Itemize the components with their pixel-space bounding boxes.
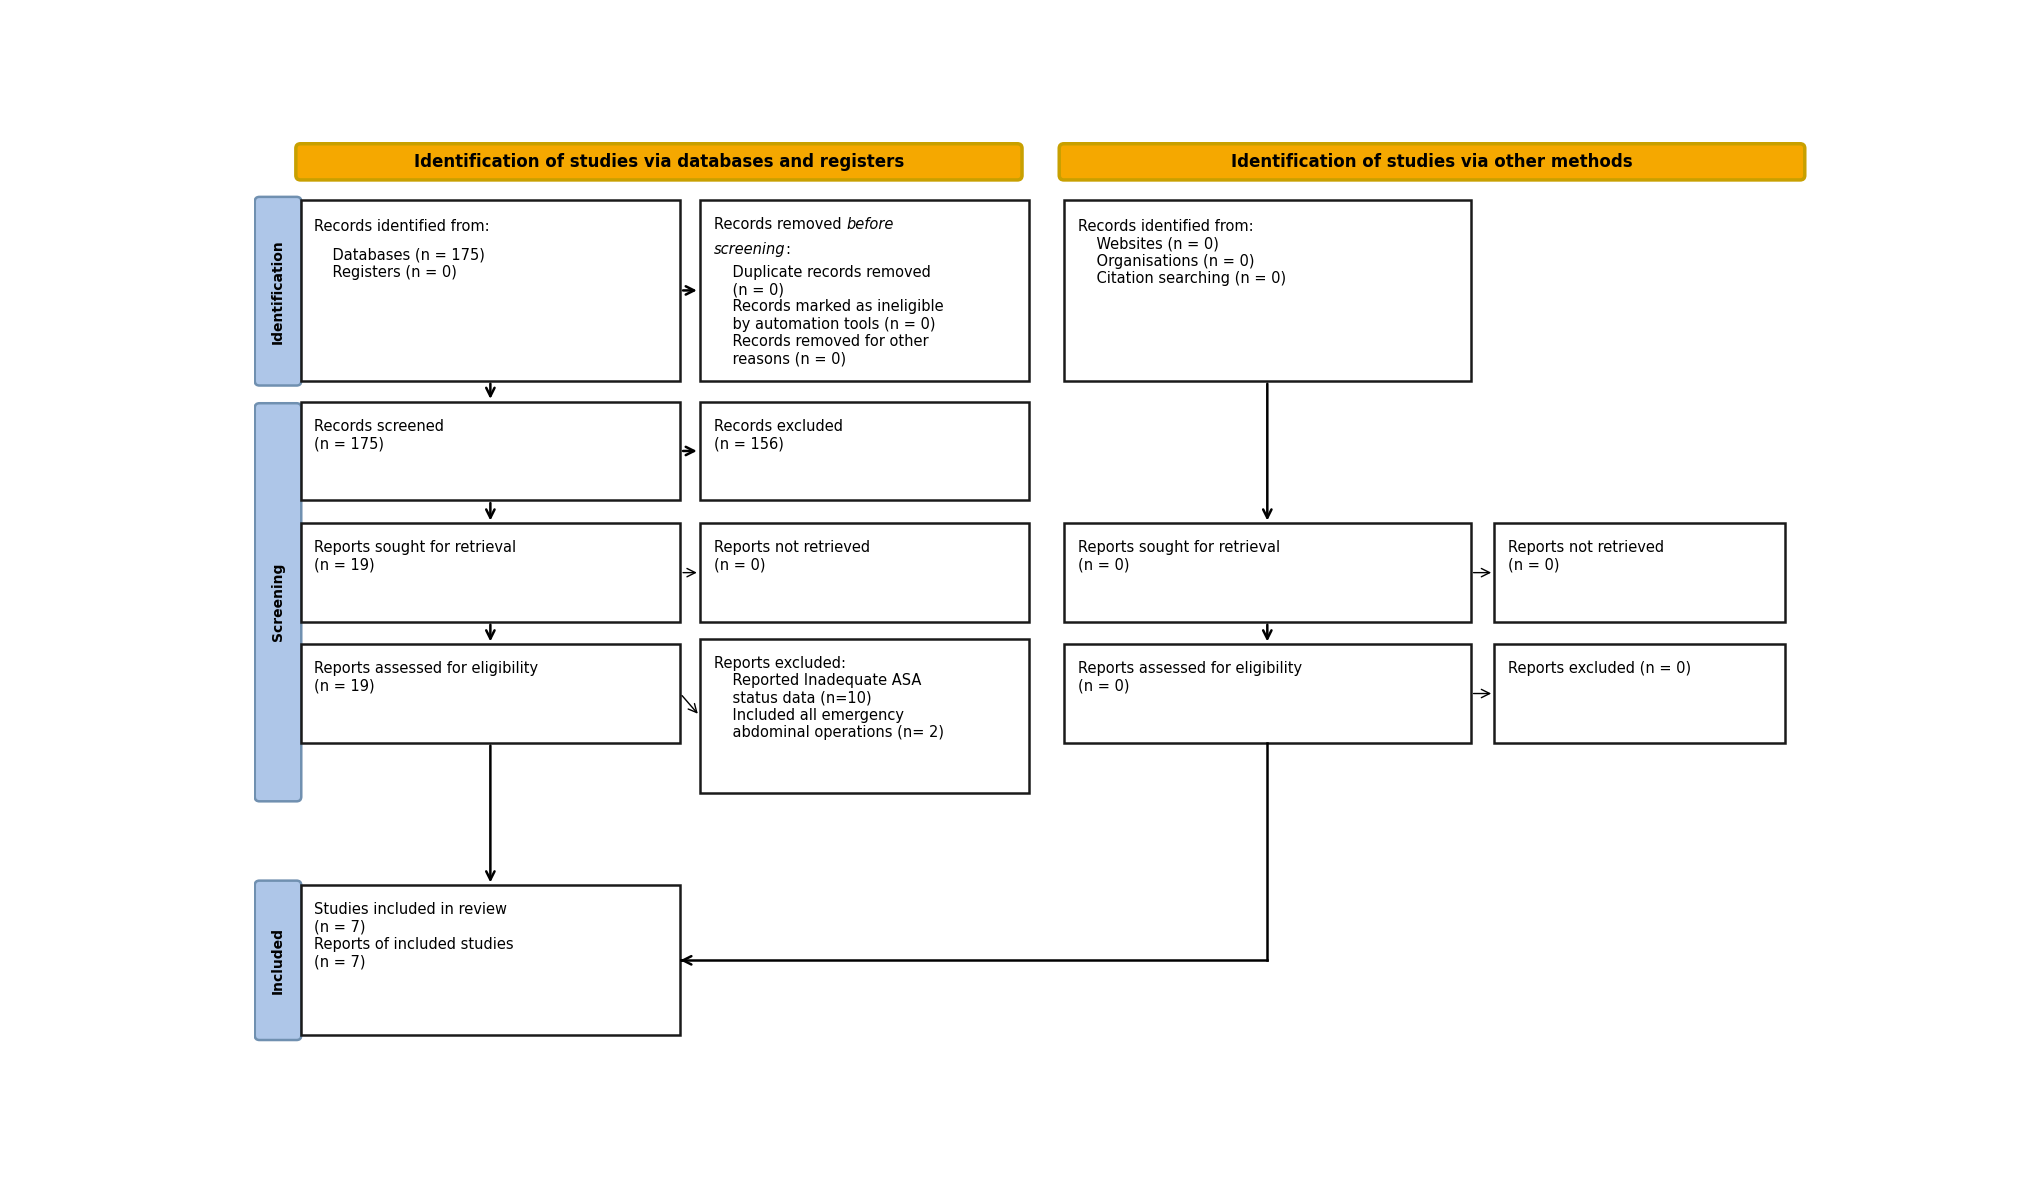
Text: before: before — [847, 217, 894, 232]
FancyBboxPatch shape — [1065, 524, 1471, 622]
Text: Included: Included — [270, 927, 284, 994]
Text: Reports not retrieved
(n = 0): Reports not retrieved (n = 0) — [713, 540, 870, 572]
FancyBboxPatch shape — [301, 645, 681, 743]
Text: Databases (n = 175)
    Registers (n = 0): Databases (n = 175) Registers (n = 0) — [315, 248, 486, 280]
FancyBboxPatch shape — [1065, 645, 1471, 743]
FancyBboxPatch shape — [1494, 645, 1784, 743]
FancyBboxPatch shape — [297, 143, 1022, 180]
FancyBboxPatch shape — [699, 200, 1028, 380]
Text: Reports assessed for eligibility
(n = 19): Reports assessed for eligibility (n = 19… — [315, 661, 538, 693]
FancyBboxPatch shape — [1494, 524, 1784, 622]
Text: Reports not retrieved
(n = 0): Reports not retrieved (n = 0) — [1508, 540, 1664, 572]
FancyBboxPatch shape — [254, 403, 301, 801]
FancyBboxPatch shape — [301, 200, 681, 380]
Text: Records identified from:: Records identified from: — [315, 219, 490, 235]
FancyBboxPatch shape — [1059, 143, 1804, 180]
FancyBboxPatch shape — [699, 639, 1028, 793]
Text: Reports excluded:
    Reported Inadequate ASA
    status data (n=10)
    Include: Reports excluded: Reported Inadequate AS… — [713, 655, 943, 741]
Text: :: : — [784, 242, 790, 257]
FancyBboxPatch shape — [254, 197, 301, 385]
Text: screening: screening — [713, 242, 784, 257]
Text: Records excluded
(n = 156): Records excluded (n = 156) — [713, 418, 843, 451]
Text: Identification: Identification — [270, 239, 284, 344]
Text: Reports assessed for eligibility
(n = 0): Reports assessed for eligibility (n = 0) — [1077, 661, 1303, 693]
Text: Reports sought for retrieval
(n = 19): Reports sought for retrieval (n = 19) — [315, 540, 516, 572]
Text: Screening: Screening — [270, 563, 284, 641]
FancyBboxPatch shape — [699, 402, 1028, 500]
Text: Reports excluded (n = 0): Reports excluded (n = 0) — [1508, 661, 1691, 677]
Text: Studies included in review
(n = 7)
Reports of included studies
(n = 7): Studies included in review (n = 7) Repor… — [315, 902, 514, 969]
FancyBboxPatch shape — [301, 524, 681, 622]
Text: Duplicate records removed
    (n = 0)
    Records marked as ineligible
    by au: Duplicate records removed (n = 0) Record… — [713, 264, 943, 366]
Text: Records identified from:
    Websites (n = 0)
    Organisations (n = 0)
    Cita: Records identified from: Websites (n = 0… — [1077, 219, 1286, 287]
FancyBboxPatch shape — [1065, 200, 1471, 380]
FancyBboxPatch shape — [301, 885, 681, 1036]
Text: Records screened
(n = 175): Records screened (n = 175) — [315, 418, 445, 451]
Text: Records removed: Records removed — [713, 217, 845, 232]
Text: Identification of studies via other methods: Identification of studies via other meth… — [1231, 153, 1634, 171]
FancyBboxPatch shape — [254, 880, 301, 1040]
Text: Reports sought for retrieval
(n = 0): Reports sought for retrieval (n = 0) — [1077, 540, 1280, 572]
Text: Identification of studies via databases and registers: Identification of studies via databases … — [415, 153, 904, 171]
FancyBboxPatch shape — [301, 402, 681, 500]
FancyBboxPatch shape — [699, 524, 1028, 622]
